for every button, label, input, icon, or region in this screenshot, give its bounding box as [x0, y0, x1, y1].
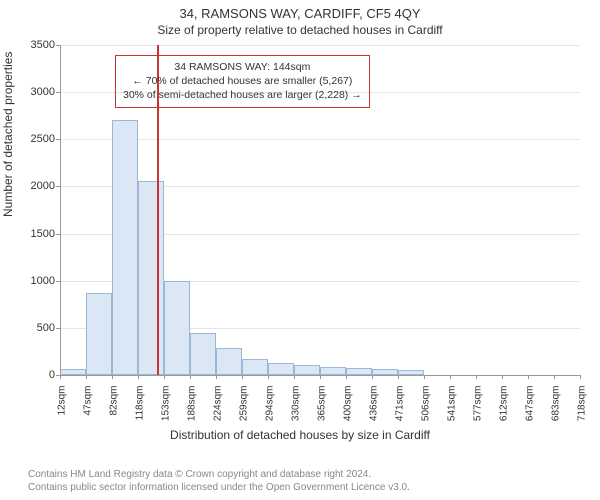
- x-tick-label: 365sqm: [317, 386, 328, 436]
- y-tick-label: 0: [5, 369, 55, 381]
- x-tick-mark: [112, 375, 113, 379]
- y-tick-mark: [56, 139, 60, 140]
- x-tick-mark: [86, 375, 87, 379]
- x-tick-mark: [346, 375, 347, 379]
- y-tick-mark: [56, 186, 60, 187]
- y-tick-label: 1000: [5, 275, 55, 287]
- histogram-bar: [320, 367, 346, 375]
- x-tick-label: 294sqm: [265, 386, 276, 436]
- chart-container: 34 RAMSONS WAY: 144sqm← 70% of detached …: [0, 40, 600, 440]
- x-tick-mark: [60, 375, 61, 379]
- histogram-bar: [268, 363, 294, 375]
- y-tick-label: 2000: [5, 180, 55, 192]
- x-tick-mark: [294, 375, 295, 379]
- footer-line2: Contains public sector information licen…: [28, 481, 410, 494]
- x-tick-mark: [216, 375, 217, 379]
- x-tick-label: 647sqm: [525, 386, 536, 436]
- x-tick-mark: [528, 375, 529, 379]
- y-tick-label: 3500: [5, 39, 55, 51]
- callout-line2: ← 70% of detached houses are smaller (5,…: [123, 74, 362, 88]
- x-tick-mark: [502, 375, 503, 379]
- histogram-bar: [242, 359, 268, 375]
- y-tick-label: 500: [5, 322, 55, 334]
- x-tick-label: 506sqm: [421, 386, 432, 436]
- callout-line3: 30% of semi-detached houses are larger (…: [123, 88, 362, 102]
- gridline: [60, 139, 580, 140]
- x-tick-mark: [372, 375, 373, 379]
- histogram-bar: [86, 293, 112, 375]
- x-tick-mark: [554, 375, 555, 379]
- x-tick-label: 82sqm: [109, 386, 120, 436]
- histogram-bar: [190, 333, 216, 375]
- histogram-bar: [164, 281, 190, 375]
- x-tick-mark: [242, 375, 243, 379]
- x-tick-label: 259sqm: [239, 386, 250, 436]
- page-title-line2: Size of property relative to detached ho…: [0, 21, 600, 41]
- plot-area: 34 RAMSONS WAY: 144sqm← 70% of detached …: [60, 45, 580, 375]
- gridline: [60, 45, 580, 46]
- page-title-line1: 34, RAMSONS WAY, CARDIFF, CF5 4QY: [0, 0, 600, 21]
- x-tick-label: 683sqm: [551, 386, 562, 436]
- x-tick-label: 188sqm: [187, 386, 198, 436]
- histogram-bar: [346, 368, 372, 375]
- x-tick-label: 224sqm: [213, 386, 224, 436]
- x-tick-label: 612sqm: [499, 386, 510, 436]
- callout-box: 34 RAMSONS WAY: 144sqm← 70% of detached …: [115, 55, 370, 108]
- x-tick-label: 541sqm: [447, 386, 458, 436]
- y-tick-label: 2500: [5, 133, 55, 145]
- histogram-bar: [216, 348, 242, 375]
- x-tick-label: 12sqm: [57, 386, 68, 436]
- x-tick-mark: [424, 375, 425, 379]
- y-tick-mark: [56, 234, 60, 235]
- x-tick-label: 718sqm: [577, 386, 588, 436]
- x-tick-mark: [190, 375, 191, 379]
- footer-line1: Contains HM Land Registry data © Crown c…: [28, 468, 410, 481]
- histogram-bar: [112, 120, 138, 375]
- y-tick-mark: [56, 281, 60, 282]
- histogram-bar: [138, 181, 164, 375]
- x-tick-label: 118sqm: [135, 386, 146, 436]
- y-axis-line: [60, 45, 61, 375]
- x-tick-label: 47sqm: [83, 386, 94, 436]
- callout-line1: 34 RAMSONS WAY: 144sqm: [123, 60, 362, 74]
- x-tick-mark: [580, 375, 581, 379]
- histogram-bar: [294, 365, 320, 375]
- y-tick-mark: [56, 92, 60, 93]
- y-tick-mark: [56, 328, 60, 329]
- footer-attribution: Contains HM Land Registry data © Crown c…: [28, 468, 410, 494]
- x-tick-mark: [398, 375, 399, 379]
- y-tick-mark: [56, 45, 60, 46]
- x-tick-label: 577sqm: [473, 386, 484, 436]
- x-tick-mark: [476, 375, 477, 379]
- x-tick-mark: [164, 375, 165, 379]
- x-tick-label: 436sqm: [369, 386, 380, 436]
- x-tick-mark: [450, 375, 451, 379]
- x-tick-label: 471sqm: [395, 386, 406, 436]
- y-tick-label: 1500: [5, 228, 55, 240]
- x-tick-mark: [320, 375, 321, 379]
- x-tick-label: 153sqm: [161, 386, 172, 436]
- x-tick-mark: [268, 375, 269, 379]
- x-tick-label: 400sqm: [343, 386, 354, 436]
- y-tick-label: 3000: [5, 86, 55, 98]
- x-tick-mark: [138, 375, 139, 379]
- x-tick-label: 330sqm: [291, 386, 302, 436]
